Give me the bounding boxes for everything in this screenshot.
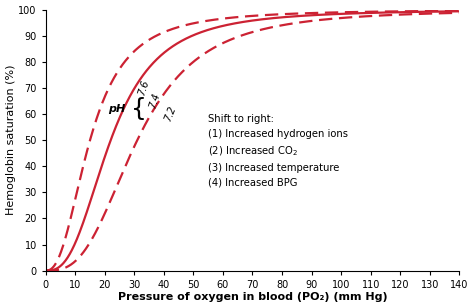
Text: pH: pH	[108, 104, 126, 114]
Text: 7.2: 7.2	[162, 105, 177, 123]
Text: 7.6: 7.6	[136, 79, 150, 97]
Text: Shift to right:
(1) Increased hydrogen ions
(2) Increased CO$_2$
(3) Increased t: Shift to right: (1) Increased hydrogen i…	[208, 114, 348, 188]
Text: 7.4: 7.4	[148, 92, 162, 110]
Text: {: {	[131, 97, 147, 121]
Y-axis label: Hemoglobin saturation (%): Hemoglobin saturation (%)	[6, 65, 16, 215]
X-axis label: Pressure of oxygen in blood (PO₂) (mm Hg): Pressure of oxygen in blood (PO₂) (mm Hg…	[118, 292, 387, 302]
